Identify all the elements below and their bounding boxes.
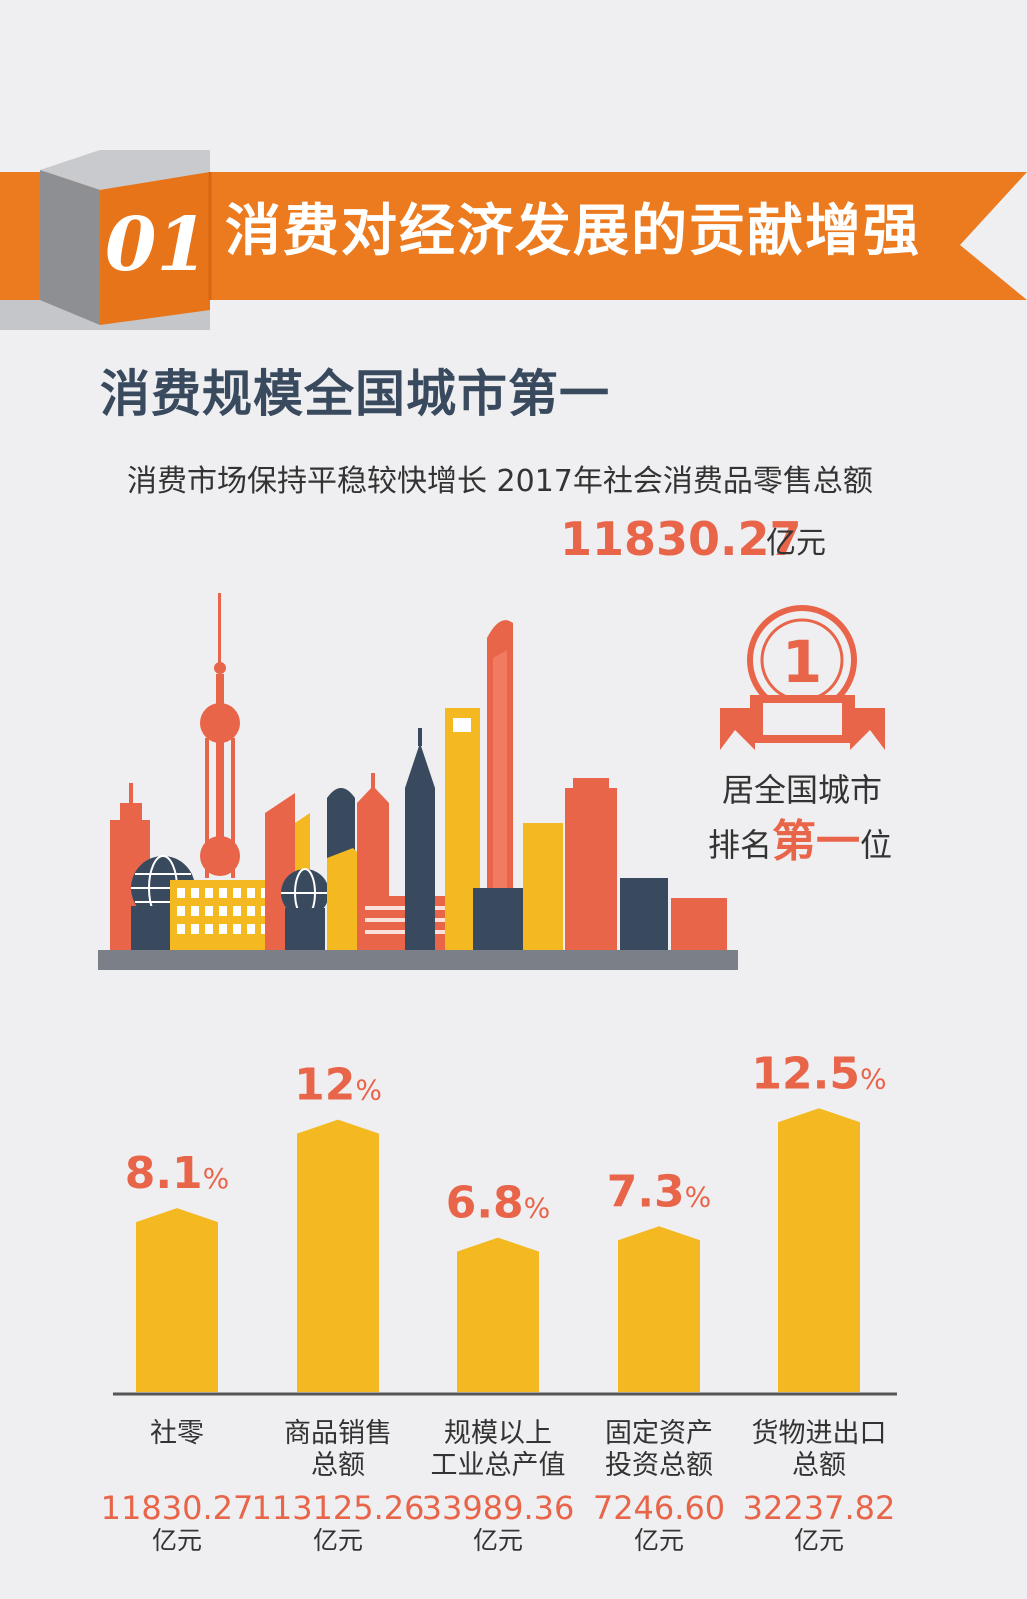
category-amount-unit: 亿元 [472, 1526, 523, 1555]
bar-value-label-4: 7.3% [607, 1166, 712, 1217]
category-amount-unit: 亿元 [151, 1526, 202, 1555]
total-retail-unit: 亿元 [766, 526, 826, 561]
category-column-3: 规模以上 工业总产值 33989.36 亿元 [408, 1418, 588, 1556]
category-amount: 32237.82 [742, 1489, 896, 1527]
category-label: 商品销售 总额 [284, 1418, 392, 1481]
cube-side [40, 170, 100, 325]
category-amount: 11830.27 [100, 1489, 254, 1527]
section-banner [0, 150, 1027, 330]
rank-line-2: 排名第一位 [708, 820, 892, 867]
category-amount-unit: 亿元 [312, 1526, 363, 1555]
bar-value-label-3: 6.8% [446, 1178, 551, 1229]
category-column-4: 固定资产 投资总额 7246.60 亿元 [569, 1418, 749, 1556]
rank-line-1: 居全国城市 [722, 771, 883, 809]
category-label: 固定资产 投资总额 [605, 1418, 713, 1481]
award-medal: 1 [720, 605, 885, 750]
intro-text: 消费市场保持平稳较快增长 2017年社会消费品零售总额 [127, 464, 873, 499]
category-label: 规模以上 工业总产值 [430, 1418, 566, 1481]
banner-ribbon [0, 172, 1027, 300]
section-number: 01 [105, 202, 208, 288]
rank-prefix: 排名 [708, 826, 773, 864]
bar-value-label-1: 8.1% [125, 1148, 230, 1199]
banner-title: 消费对经济发展的贡献增强 [225, 199, 921, 264]
total-retail-value: 11830.27 [560, 512, 802, 566]
cube-front [100, 172, 210, 325]
rank-suffix: 位 [860, 826, 893, 864]
section-subtitle: 消费规模全国城市第一 [100, 365, 610, 423]
bar-value-label-5: 12.5% [751, 1048, 886, 1099]
category-amount: 113125.26 [251, 1489, 425, 1527]
bar-2 [297, 1119, 379, 1392]
category-column-1: 社零 11830.27 亿元 [87, 1418, 267, 1556]
bar-1 [136, 1208, 218, 1392]
category-amount: 7246.60 [592, 1489, 726, 1527]
bar-4 [618, 1226, 700, 1392]
category-column-2: 商品销售 总额 113125.26 亿元 [248, 1418, 428, 1556]
bar-5 [778, 1108, 860, 1392]
bar-value-label-2: 12% [294, 1060, 382, 1111]
city-skyline-illustration [98, 593, 738, 970]
category-amount-unit: 亿元 [793, 1526, 844, 1555]
category-label: 社零 [150, 1418, 204, 1449]
cube-top [40, 150, 210, 190]
rank-strong: 第一 [772, 816, 861, 867]
category-amount: 33989.36 [421, 1489, 575, 1527]
award-rank-digit: 1 [782, 628, 822, 696]
category-amount-unit: 亿元 [633, 1526, 684, 1555]
category-column-5: 货物进出口 总额 32237.82 亿元 [729, 1418, 909, 1556]
ground-bar [98, 950, 738, 970]
bar-3 [457, 1237, 539, 1392]
category-label: 货物进出口 总额 [751, 1418, 887, 1481]
growth-bar-chart: 8.1% 12% 6.8% 7.3% 12.5% [113, 1048, 897, 1396]
